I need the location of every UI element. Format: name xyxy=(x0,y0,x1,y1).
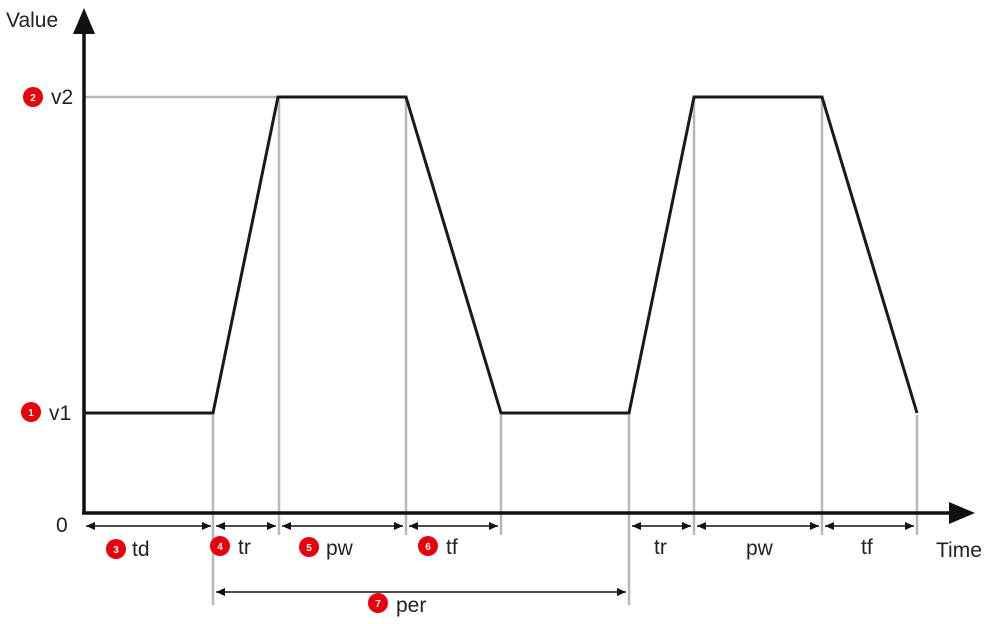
tr-label: tr xyxy=(238,536,251,559)
svg-text:2: 2 xyxy=(30,93,36,104)
td-label: td xyxy=(132,538,150,561)
svg-text:5: 5 xyxy=(306,543,312,554)
badge-1: 1 xyxy=(21,402,41,422)
pw2-label: pw xyxy=(746,537,774,560)
tr2-label: tr xyxy=(654,536,667,559)
badge-4: 4 xyxy=(210,536,230,556)
svg-text:6: 6 xyxy=(425,542,431,553)
badge-5: 5 xyxy=(299,537,319,557)
svg-text:1: 1 xyxy=(28,408,34,419)
svg-text:4: 4 xyxy=(217,542,223,553)
svg-text:7: 7 xyxy=(375,599,381,610)
y-axis-arrow xyxy=(73,8,95,34)
interval-arrows xyxy=(86,522,914,596)
tf-label: tf xyxy=(446,536,458,559)
svg-text:3: 3 xyxy=(113,545,119,556)
tf2-label: tf xyxy=(861,536,873,559)
y-axis-title: Value xyxy=(6,9,58,32)
x-axis-title: Time xyxy=(936,539,982,562)
pulse-waveform xyxy=(84,95,919,415)
badge-6: 6 xyxy=(418,536,438,556)
v2-label: v2 xyxy=(51,86,73,109)
pw-label: pw xyxy=(326,537,354,560)
badge-7: 7 xyxy=(368,593,388,613)
guide-lines xyxy=(84,95,919,605)
x-axis-arrow xyxy=(949,502,975,524)
axes xyxy=(73,8,975,524)
badge-3: 3 xyxy=(106,539,126,559)
per-label: per xyxy=(396,594,426,617)
v1-label: v1 xyxy=(49,402,71,425)
origin-label: 0 xyxy=(56,514,68,537)
badge-2: 2 xyxy=(23,87,43,107)
